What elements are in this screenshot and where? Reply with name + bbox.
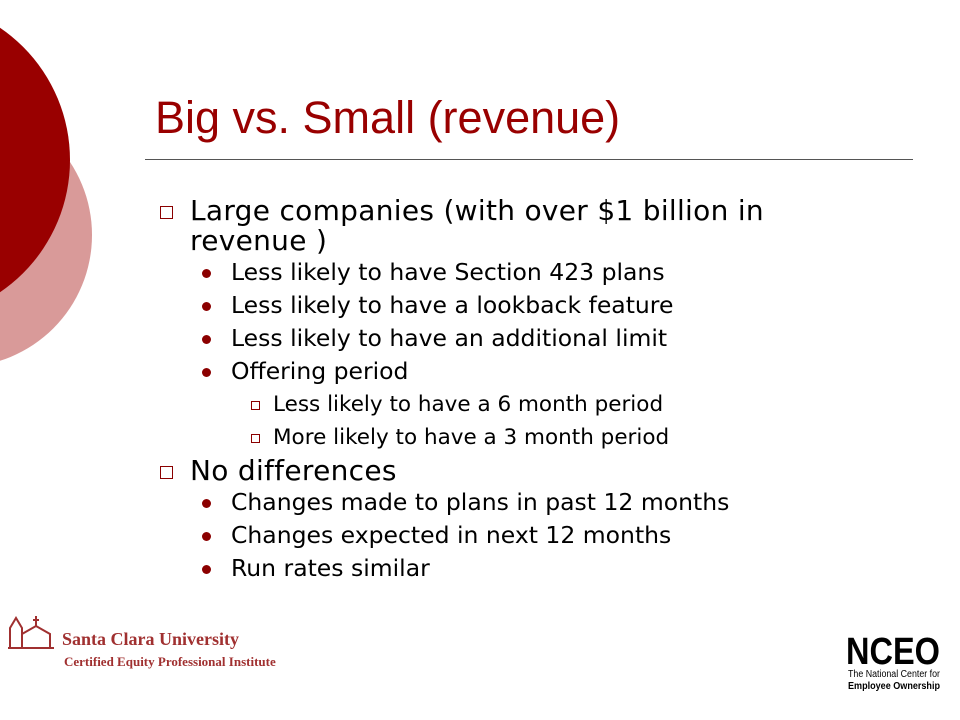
nceo-mark: NCEO [846, 631, 940, 673]
bullet-marker [160, 466, 173, 479]
bullet-marker [202, 302, 211, 311]
bullet-marker [202, 565, 211, 574]
logo-name: Santa Clara University [62, 629, 239, 649]
bullet-text: Large companies (with over $1 billion in… [190, 194, 764, 257]
bullet-item: Changes made to plans in past 12 months [150, 486, 880, 519]
bullet-text: Less likely to have an additional limit [231, 324, 668, 352]
title-rule [145, 159, 913, 160]
bullet-text: Less likely to have Section 423 plans [231, 258, 665, 286]
bullet-text: Changes made to plans in past 12 months [231, 488, 730, 516]
bullet-item: No differences [150, 456, 880, 486]
red-circle [0, 27, 70, 293]
bullet-text: More likely to have a 3 month period [273, 425, 670, 450]
bullet-marker [202, 269, 211, 278]
bullet-text: No differences [190, 454, 397, 487]
logo-subtitle: Certified Equity Professional Institute [64, 654, 276, 669]
bullet-text: Less likely to have a lookback feature [231, 291, 674, 319]
nceo-line1: The National Center for [848, 669, 941, 680]
bullet-item: Less likely to have Section 423 plans [150, 256, 880, 289]
bullet-item: Offering period [150, 355, 880, 388]
bullet-item: Large companies (with over $1 billion in… [150, 196, 880, 256]
bullet-text: Offering period [231, 357, 409, 385]
bullet-marker [160, 206, 173, 219]
slide-title: Big vs. Small (revenue) [155, 92, 621, 143]
bullet-marker [251, 434, 260, 443]
bullet-marker [251, 401, 260, 410]
bullet-list: Large companies (with over $1 billion in… [150, 194, 880, 585]
bullet-item: Run rates similar [150, 552, 880, 585]
nceo-line2: Employee Ownership [848, 681, 940, 692]
bullet-marker [202, 499, 211, 508]
bullet-text: Less likely to have a 6 month period [273, 392, 664, 417]
bullet-marker [202, 368, 211, 377]
bullet-item: Less likely to have an additional limit [150, 322, 880, 355]
bullet-text: Run rates similar [231, 554, 430, 582]
bullet-item: Changes expected in next 12 months [150, 519, 880, 552]
bullet-item: Less likely to have a 6 month period [150, 388, 880, 421]
scu-logo [8, 616, 54, 649]
bullet-item: Less likely to have a lookback feature [150, 289, 880, 322]
bullet-text: Changes expected in next 12 months [231, 521, 672, 549]
bullet-item: More likely to have a 3 month period [150, 421, 880, 454]
bullet-marker [202, 532, 211, 541]
bullet-marker [202, 335, 211, 344]
